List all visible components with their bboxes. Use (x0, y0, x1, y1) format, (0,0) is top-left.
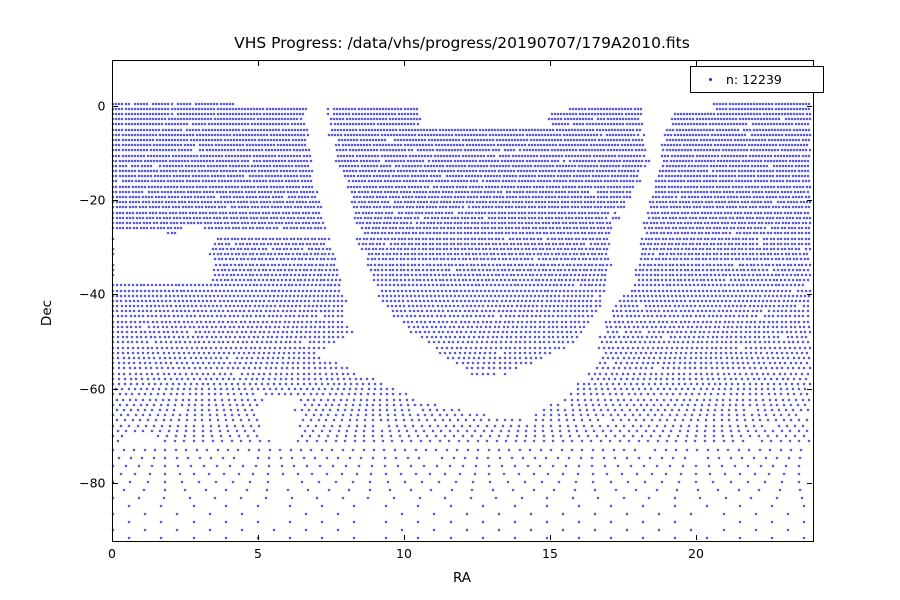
tick-mark (696, 61, 697, 66)
tick-mark (550, 61, 551, 66)
tick-mark (404, 61, 405, 66)
tick-mark (112, 483, 118, 484)
tick-mark (696, 535, 697, 540)
y-tick-label: −40 (79, 286, 106, 302)
tick-mark (112, 61, 113, 66)
x-tick-label: 10 (396, 546, 412, 561)
y-axis-label: Dec (39, 299, 56, 327)
plot-border (111, 60, 814, 542)
x-tick-label: 0 (108, 546, 116, 561)
plot-title: VHS Progress: /data/vhs/progress/2019070… (234, 34, 690, 52)
tick-mark (112, 200, 118, 201)
y-tick-label: −80 (79, 475, 106, 491)
tick-mark (112, 294, 118, 295)
tick-mark (807, 389, 812, 390)
tick-mark (807, 200, 812, 201)
tick-mark (807, 294, 812, 295)
x-tick-label: 5 (254, 546, 262, 561)
tick-mark (807, 483, 812, 484)
x-axis-label: RA (452, 570, 472, 586)
y-tick-label: −60 (79, 381, 106, 397)
x-tick-label: 20 (688, 546, 704, 561)
y-tick-label: 0 (97, 98, 106, 114)
tick-mark (550, 535, 551, 540)
legend-box: n: 12239 (690, 66, 824, 93)
tick-mark (404, 535, 405, 540)
legend-label: n: 12239 (726, 72, 782, 87)
tick-mark (807, 106, 812, 107)
tick-mark (112, 535, 113, 540)
legend-marker-dot-icon (709, 78, 712, 81)
tick-mark (112, 389, 118, 390)
tick-mark (258, 535, 259, 540)
tick-mark (112, 106, 118, 107)
x-tick-label: 15 (542, 546, 558, 561)
tick-mark (258, 61, 259, 66)
y-tick-label: −20 (79, 192, 106, 208)
